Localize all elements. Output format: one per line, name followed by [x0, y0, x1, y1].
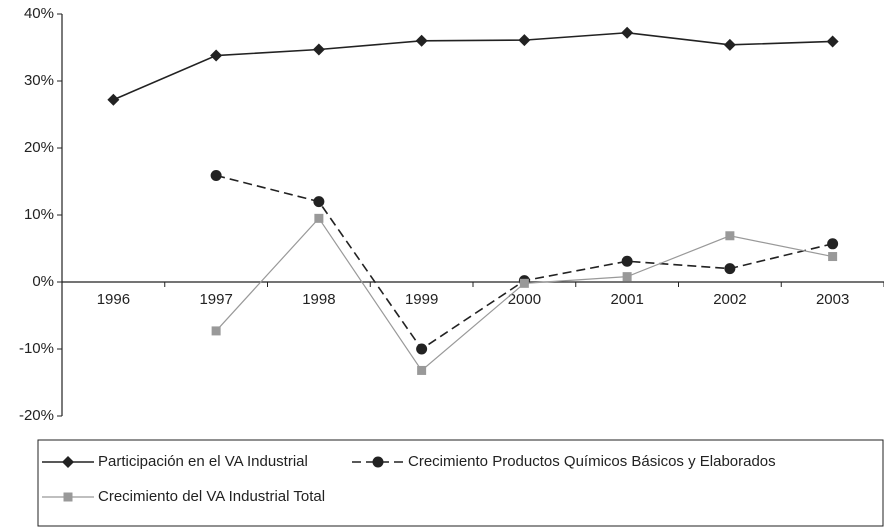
legend-label: Participación en el VA Industrial: [98, 453, 308, 470]
marker: [415, 34, 428, 47]
marker: [724, 263, 736, 275]
marker: [723, 38, 736, 51]
x-tick-label: 2002: [713, 291, 746, 308]
marker: [416, 343, 428, 355]
series-line: [113, 31, 833, 101]
marker: [210, 49, 223, 62]
y-tick-label: 20%: [24, 139, 54, 156]
y-tick-label: 0%: [32, 273, 54, 290]
marker: [314, 213, 324, 223]
marker: [211, 326, 221, 336]
y-tick-label: 10%: [24, 206, 54, 223]
marker: [372, 456, 384, 468]
legend-label: Crecimiento Productos Químicos Básicos y…: [408, 453, 776, 470]
marker: [417, 365, 427, 375]
marker: [210, 169, 222, 181]
x-tick-label: 1996: [97, 291, 130, 308]
y-tick-label: 40%: [24, 5, 54, 22]
marker: [725, 231, 735, 241]
marker: [826, 35, 839, 48]
marker: [622, 272, 632, 282]
marker: [62, 456, 74, 468]
marker: [313, 196, 325, 208]
y-tick-label: -10%: [19, 340, 54, 357]
marker: [621, 26, 634, 39]
legend-box: [37, 439, 884, 527]
series-line: [215, 174, 833, 351]
marker: [827, 238, 839, 250]
marker: [519, 278, 529, 288]
marker: [63, 492, 73, 502]
x-tick-label: 2001: [610, 291, 643, 308]
x-tick-label: 2000: [508, 291, 541, 308]
marker: [518, 34, 531, 47]
marker: [107, 93, 120, 106]
marker: [621, 255, 633, 267]
marker: [312, 43, 325, 56]
y-tick-label: -20%: [19, 407, 54, 424]
marker: [828, 252, 838, 262]
x-tick-label: 2003: [816, 291, 849, 308]
x-tick-label: 1998: [302, 291, 335, 308]
legend-label: Crecimiento del VA Industrial Total: [98, 488, 325, 505]
x-tick-label: 1999: [405, 291, 438, 308]
x-tick-label: 1997: [199, 291, 232, 308]
y-tick-label: 30%: [24, 72, 54, 89]
